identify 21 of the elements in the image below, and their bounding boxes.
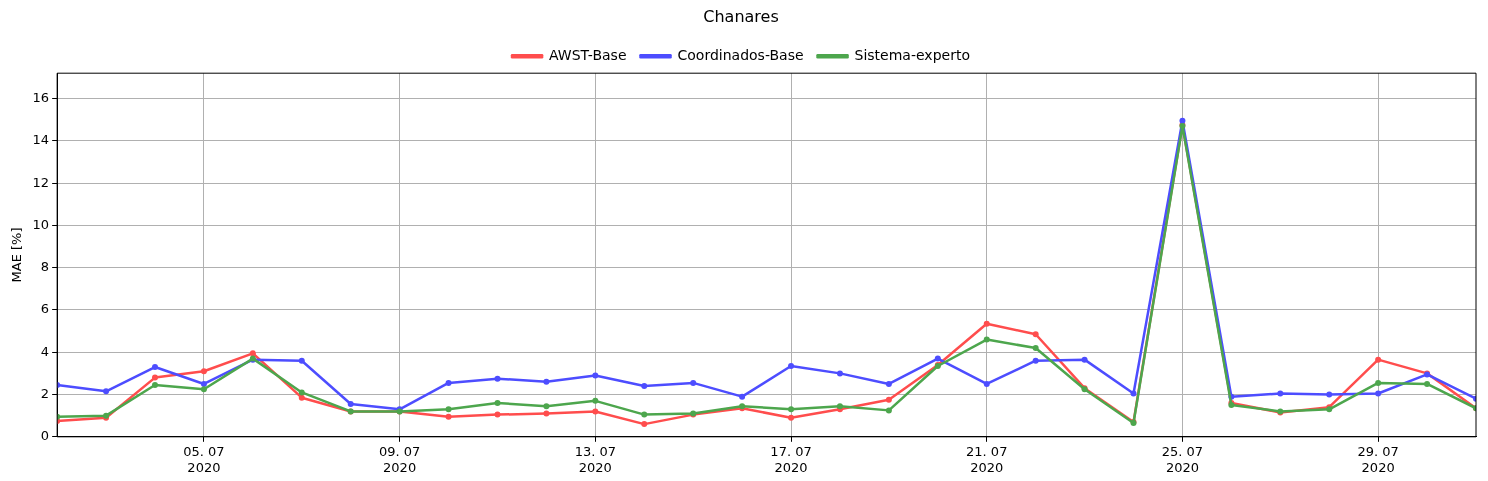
x-tick-label: 13. 07 2020 bbox=[574, 443, 617, 475]
x-tick-label: 25. 07 2020 bbox=[1161, 443, 1204, 475]
y-tick-label: 14 bbox=[32, 132, 50, 148]
legend-label: AWST-Base bbox=[549, 46, 627, 63]
x-tick-label: 17. 07 2020 bbox=[770, 443, 812, 475]
y-tick-label: 6 bbox=[40, 301, 50, 317]
y-tick-label: 0 bbox=[40, 428, 50, 444]
y-tick-label: 12 bbox=[32, 174, 50, 190]
chart-title: Chanares bbox=[703, 6, 779, 26]
y-tick-label: 2 bbox=[40, 385, 50, 401]
y-axis-title: MAE [%] bbox=[9, 227, 25, 283]
y-tick-label: 4 bbox=[40, 343, 50, 359]
x-tick-label: 21. 07 2020 bbox=[966, 443, 1008, 475]
x-tick-label: 09. 07 2020 bbox=[378, 443, 421, 475]
y-tick-label: 10 bbox=[32, 216, 50, 232]
x-tick-label: 29. 07 2020 bbox=[1357, 443, 1399, 475]
y-tick-label: 8 bbox=[40, 259, 50, 275]
legend-label: Sistema-experto bbox=[854, 46, 970, 63]
x-tick-label: 05. 07 2020 bbox=[183, 443, 225, 475]
y-tick-label: 16 bbox=[32, 89, 50, 105]
legend-label: Coordinados-Base bbox=[677, 46, 804, 63]
